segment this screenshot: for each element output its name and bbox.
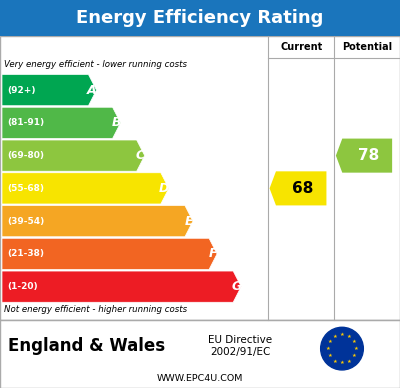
Ellipse shape bbox=[321, 327, 363, 370]
Text: WWW.EPC4U.COM: WWW.EPC4U.COM bbox=[157, 374, 243, 383]
Text: C: C bbox=[136, 149, 145, 162]
Polygon shape bbox=[270, 171, 326, 205]
Text: 68: 68 bbox=[292, 181, 314, 196]
Polygon shape bbox=[2, 173, 169, 204]
Text: Not energy efficient - higher running costs: Not energy efficient - higher running co… bbox=[4, 305, 187, 314]
Text: Potential: Potential bbox=[342, 42, 392, 52]
Text: G: G bbox=[232, 280, 242, 293]
Text: ★: ★ bbox=[340, 332, 344, 337]
Text: (1-20): (1-20) bbox=[7, 282, 38, 291]
Text: ★: ★ bbox=[332, 359, 337, 364]
Text: (21-38): (21-38) bbox=[7, 249, 44, 258]
Text: Current: Current bbox=[280, 42, 322, 52]
Polygon shape bbox=[2, 140, 145, 171]
Text: ★: ★ bbox=[325, 346, 330, 351]
Text: EU Directive
2002/91/EC: EU Directive 2002/91/EC bbox=[208, 335, 272, 357]
Text: ★: ★ bbox=[352, 339, 357, 344]
Text: England & Wales: England & Wales bbox=[8, 337, 165, 355]
Text: ★: ★ bbox=[347, 334, 352, 339]
Bar bbox=[0, 0, 400, 36]
Text: 78: 78 bbox=[358, 148, 380, 163]
Polygon shape bbox=[2, 271, 241, 302]
Bar bbox=[0, 36, 400, 320]
Polygon shape bbox=[2, 206, 193, 237]
Text: ★: ★ bbox=[347, 359, 352, 364]
Text: Energy Efficiency Rating: Energy Efficiency Rating bbox=[76, 9, 324, 27]
Text: (69-80): (69-80) bbox=[7, 151, 44, 160]
Polygon shape bbox=[336, 139, 392, 173]
Text: (92+): (92+) bbox=[7, 86, 35, 95]
Text: A: A bbox=[87, 83, 97, 97]
Text: ★: ★ bbox=[352, 353, 357, 358]
Text: ★: ★ bbox=[332, 334, 337, 339]
Polygon shape bbox=[2, 74, 96, 106]
Bar bbox=[0, 320, 400, 388]
Text: ★: ★ bbox=[354, 346, 359, 351]
Text: ★: ★ bbox=[327, 353, 332, 358]
Text: F: F bbox=[208, 248, 217, 260]
Text: E: E bbox=[184, 215, 193, 228]
Polygon shape bbox=[2, 238, 217, 270]
Text: ★: ★ bbox=[327, 339, 332, 344]
Text: D: D bbox=[159, 182, 170, 195]
Text: Very energy efficient - lower running costs: Very energy efficient - lower running co… bbox=[4, 60, 187, 69]
Text: ★: ★ bbox=[340, 360, 344, 365]
Text: (81-91): (81-91) bbox=[7, 118, 44, 127]
Polygon shape bbox=[2, 107, 120, 139]
Text: (55-68): (55-68) bbox=[7, 184, 44, 193]
Text: B: B bbox=[112, 116, 121, 129]
Text: (39-54): (39-54) bbox=[7, 217, 44, 226]
